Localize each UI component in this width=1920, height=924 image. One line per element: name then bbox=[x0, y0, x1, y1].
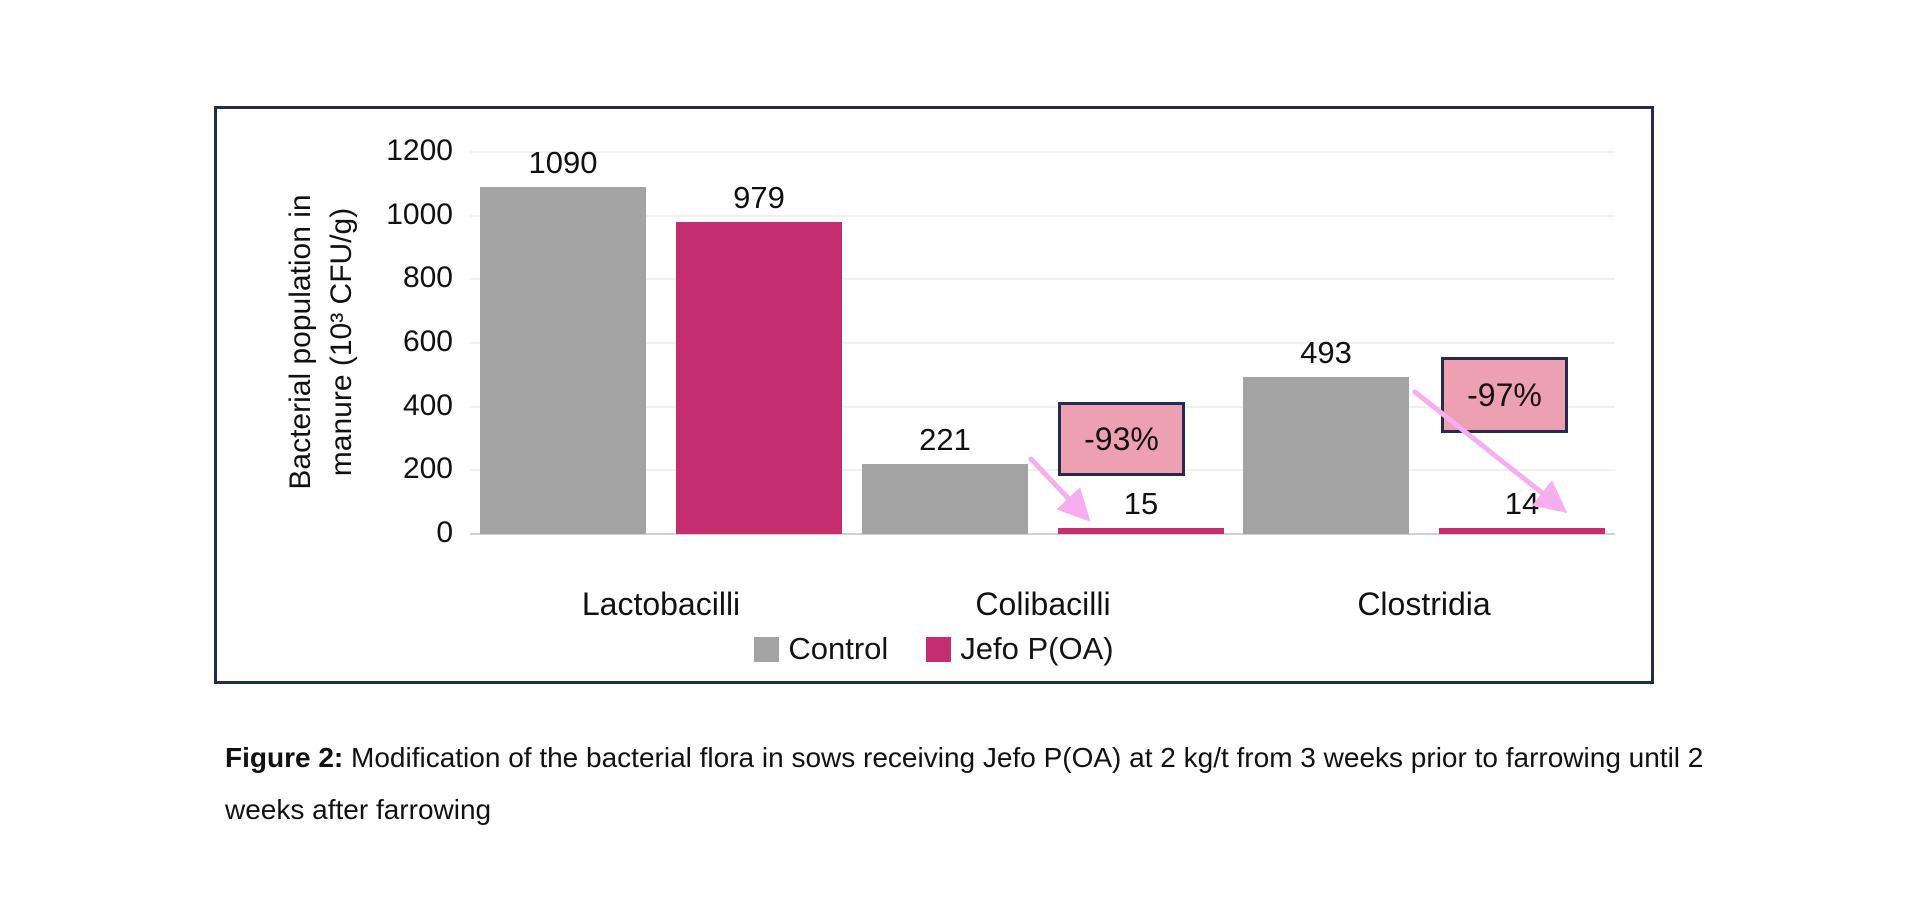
category-label-colibacilli: Colibacilli bbox=[975, 586, 1111, 622]
bar-value-label: 979 bbox=[733, 180, 785, 215]
gridline bbox=[470, 342, 1615, 344]
bar-control-colibacilli bbox=[862, 464, 1028, 534]
y-tick-label: 800 bbox=[402, 261, 453, 295]
bar-value-label: 493 bbox=[1300, 335, 1352, 370]
bar-value-label: 14 bbox=[1504, 486, 1540, 521]
y-tick-label: 200 bbox=[402, 452, 453, 486]
legend-label: Jefo P(OA) bbox=[960, 631, 1114, 666]
bar-value-label: 221 bbox=[919, 422, 971, 457]
figure-caption-label: Figure 2: bbox=[225, 742, 344, 773]
y-tick-label: 1200 bbox=[386, 134, 453, 167]
figure-caption: Figure 2: Modification of the bacterial … bbox=[225, 732, 1705, 836]
gridline bbox=[470, 278, 1615, 281]
bar-value-label: 15 bbox=[1123, 486, 1159, 521]
legend-swatch-icon bbox=[754, 636, 780, 662]
category-label-clostridia: Clostridia bbox=[1357, 586, 1491, 622]
legend: Control Jefo P(OA) bbox=[217, 631, 1651, 667]
gridline bbox=[470, 405, 1615, 408]
y-tick-label: 600 bbox=[402, 325, 453, 358]
bar-control-lactobacilli bbox=[480, 187, 646, 534]
gridline bbox=[470, 151, 1615, 153]
bar-jefo-p-oa--colibacilli bbox=[1058, 528, 1224, 534]
bar-jefo-p-oa--clostridia bbox=[1439, 528, 1605, 534]
bar-control-clostridia bbox=[1243, 377, 1409, 534]
legend-item-control: Control bbox=[754, 631, 888, 667]
annotation-box: -97% bbox=[1441, 357, 1568, 433]
gridline bbox=[470, 214, 1615, 217]
bar-value-label: 1090 bbox=[528, 145, 598, 180]
figure-caption-text: Modification of the bacterial flora in s… bbox=[225, 742, 1704, 825]
chart-area: Bacterial population in manure (10³ CFU/… bbox=[217, 109, 1651, 681]
y-tick-label: 0 bbox=[436, 516, 453, 549]
figure-frame: Bacterial population in manure (10³ CFU/… bbox=[214, 106, 1654, 684]
bar-jefo-p-oa--lactobacilli bbox=[676, 222, 842, 534]
legend-label: Control bbox=[788, 631, 889, 666]
y-tick-label: 1000 bbox=[386, 197, 453, 231]
category-label-lactobacilli: Lactobacilli bbox=[581, 586, 741, 622]
y-tick-label: 400 bbox=[402, 388, 453, 422]
legend-swatch-icon bbox=[926, 636, 952, 662]
x-axis-line bbox=[470, 533, 1615, 535]
legend-item-jefo-p-oa-: Jefo P(OA) bbox=[926, 631, 1114, 667]
annotation-box: -93% bbox=[1058, 402, 1185, 476]
